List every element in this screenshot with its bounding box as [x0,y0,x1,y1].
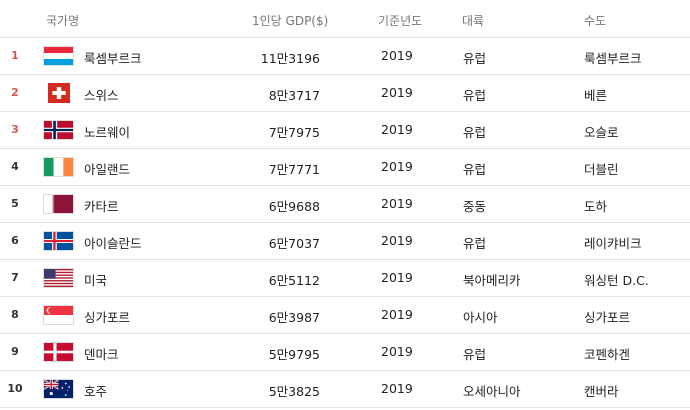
country-name: 덴마크 [84,347,119,362]
gdp-value: 7만7771 [268,162,320,177]
continent-value: 오세아니아 [463,384,521,399]
rank-number: 4 [11,160,19,173]
table-row: 9 덴마크 5만9795 2019 유럽 코펜하겐 [0,334,690,371]
continent-value: 유럽 [463,347,487,362]
usa-flag-icon [43,268,74,288]
year-value: 2019 [381,85,413,100]
continent-value: 북아메리카 [463,273,521,288]
table-row: 4 아일랜드 7만7771 2019 유럽 더블린 [0,149,690,186]
year-value: 2019 [381,48,413,63]
gdp-value: 8만3717 [268,88,320,103]
country-name: 미국 [84,273,108,288]
capital-value: 워싱턴 D.C. [584,273,649,288]
header-country: 국가명 [46,14,80,28]
rank-number: 1 [11,49,19,62]
capital-value: 오슬로 [584,125,619,140]
header-capital: 수도 [584,14,607,28]
year-value: 2019 [381,270,413,285]
singapore-flag-icon [43,305,74,325]
gdp-value: 6만5112 [268,273,320,288]
continent-value: 유럽 [463,236,487,251]
table-row: 6 아이슬란드 6만7037 2019 유럽 레이캬비크 [0,223,690,260]
country-name: 호주 [84,384,108,399]
capital-value: 싱가포르 [584,310,631,325]
year-value: 2019 [381,233,413,248]
rank-number: 3 [11,123,19,136]
country-name: 룩셈부르크 [84,51,142,66]
table-row: 7 미국 6만5112 2019 북아메리카 워싱턴 D.C. [0,260,690,297]
rank-number: 7 [11,271,19,284]
continent-value: 유럽 [463,51,487,66]
switzerland-flag-icon [48,83,70,103]
year-value: 2019 [381,196,413,211]
australia-flag-icon [43,379,74,399]
year-value: 2019 [381,344,413,359]
country-name: 싱가포르 [84,310,131,325]
gdp-value: 6만3987 [268,310,320,325]
continent-value: 중동 [463,199,487,214]
gdp-value: 5만3825 [268,384,320,399]
continent-value: 유럽 [463,162,487,177]
rank-number: 10 [7,382,23,395]
header-year: 기준년도 [378,14,423,28]
denmark-flag-icon [43,342,74,362]
capital-value: 캔버라 [584,384,619,399]
table-header: 국가명 1인당 GDP($) 기준년도 대륙 수도 [0,0,690,38]
table-row: 3 노르웨이 7만7975 2019 유럽 오슬로 [0,112,690,149]
table-row: 8 싱가포르 6만3987 2019 아시아 싱가포르 [0,297,690,334]
capital-value: 도하 [584,199,608,214]
gdp-value: 7만7975 [268,125,320,140]
header-gdp: 1인당 GDP($) [252,14,329,28]
capital-value: 룩셈부르크 [584,51,642,66]
gdp-value: 5만9795 [268,347,320,362]
luxembourg-flag-icon [43,46,74,66]
table-row: 1 룩셈부르크 11만3196 2019 유럽 룩셈부르크 [0,38,690,75]
gdp-value: 6만9688 [268,199,320,214]
continent-value: 유럽 [463,125,487,140]
norway-flag-icon [43,120,74,140]
country-name: 노르웨이 [84,125,131,140]
rank-number: 5 [11,197,19,210]
table-row: 10 호주 5만3825 2019 [0,371,690,408]
ireland-flag-icon [43,157,74,177]
country-name: 아이슬란드 [84,236,142,251]
table-row: 2 스위스 8만3717 2019 유럽 베른 [0,75,690,112]
capital-value: 레이캬비크 [584,236,642,251]
year-value: 2019 [381,122,413,137]
continent-value: 유럽 [463,88,487,103]
gdp-value: 11만3196 [260,51,320,66]
country-name: 카타르 [84,199,119,214]
year-value: 2019 [381,159,413,174]
gdp-value: 6만7037 [268,236,320,251]
rank-number: 9 [11,345,19,358]
year-value: 2019 [381,307,413,322]
rank-number: 8 [11,308,19,321]
continent-value: 아시아 [463,310,498,325]
capital-value: 더블린 [584,162,619,177]
header-continent: 대륙 [462,14,485,28]
rank-number: 2 [11,86,19,99]
capital-value: 코펜하겐 [584,347,631,362]
year-value: 2019 [381,381,413,396]
country-name: 스위스 [84,88,119,103]
table-row: 5 카타르 6만9688 2019 중동 도하 [0,186,690,223]
qatar-flag-icon [43,194,74,214]
capital-value: 베른 [584,88,608,103]
country-name: 아일랜드 [84,162,131,177]
rank-number: 6 [11,234,19,247]
iceland-flag-icon [43,231,74,251]
